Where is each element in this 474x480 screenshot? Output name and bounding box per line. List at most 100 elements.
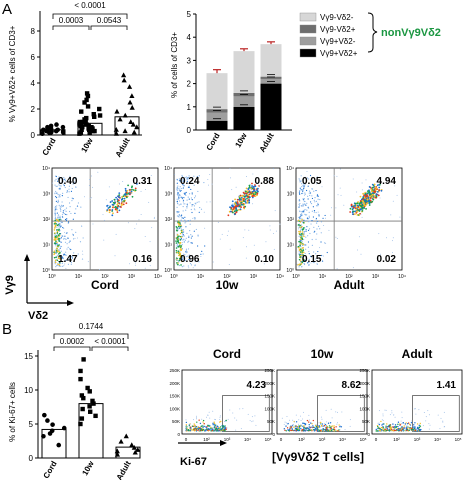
panelB-scatter-data-point: [114, 451, 121, 457]
panelA-flow: 0.40 0.311.47 0.1610⁰10⁰10¹10¹10²10²10³10³…: [42, 166, 406, 292]
panelA-scatter-data-point: [41, 127, 46, 133]
panelA-stacked-segment-adult: [260, 83, 282, 130]
flow-gate: [412, 395, 460, 432]
panelA-scatter-data-point: [127, 99, 133, 105]
panelA-scatter-xlabel-adult: Adult: [114, 136, 132, 158]
panelB-scatter-data-point: [87, 389, 92, 394]
panelB-scatter-data-point: [61, 425, 67, 431]
panelA-scatter-data-point: [97, 106, 102, 112]
panelA-scatter-ylabel: % Vγ9+Vδ2+ cells of CD3+: [8, 25, 17, 122]
flow-events: [51, 171, 155, 271]
flow-xtick-label: 10⁵: [360, 437, 367, 442]
panelA-stacked-segment-cord: [206, 73, 228, 110]
flow-ytick-label: 200K: [169, 381, 180, 386]
panelA-scatter-data-point: [48, 123, 54, 129]
panelA-legend-label: Vγ9-Vδ2+: [320, 25, 356, 34]
flow-ytick-label: 10⁰: [286, 268, 294, 274]
flow-xtick-label: 0: [280, 437, 283, 442]
panelB-scatter-data-point: [81, 395, 86, 401]
panelB-scatter-ytick-label: 10: [24, 386, 33, 395]
flow-xtick-label: 10²: [393, 437, 400, 442]
panelA-group-label: nonVγ9Vδ2: [381, 27, 441, 39]
flow-gate: [317, 395, 365, 432]
panelB-flow-plot-adult: Adult 1.41 250K 200K 150K 100K 50K 00 10² 10³ 10⁴ 1…: [359, 347, 463, 442]
flow-xtick-label: 10²: [223, 274, 231, 280]
flow-xtick-label: 10³: [414, 437, 421, 442]
panelA-stacked-xlabel-cord: Cord: [205, 131, 222, 152]
panelA-scatter-data-point: [113, 127, 119, 132]
panelB-scatter-ylabel: % of Ki-67+ cells: [8, 382, 17, 442]
flow-ytick-label: 0: [272, 432, 275, 437]
flow-ytick-label: 50K: [267, 419, 275, 424]
panelB-flow-value: 8.62: [342, 380, 362, 391]
flow-xtick-label: 10⁴: [154, 274, 162, 280]
panelB-scatter-data-point: [78, 368, 83, 374]
panelA-scatter-data-point: [84, 115, 89, 121]
flow-ytick-label: 150K: [264, 394, 275, 399]
flow-xtick-label: 10³: [319, 437, 326, 442]
panelB-scatter-ytick-label: 15: [24, 352, 33, 361]
flow-ytick-label: 150K: [359, 394, 370, 399]
panelA-stacked-ytick-label: 2: [187, 80, 192, 89]
panelB-scatter-data-point: [45, 418, 50, 423]
panelB-flow-caption: [Vγ9Vδ2 T cells]: [272, 450, 364, 464]
panelB-flow-xlabel: Ki-67: [180, 456, 207, 468]
panelB-scatter-data-point: [88, 409, 93, 414]
flow-quadrant-ul: 0.40: [58, 176, 78, 187]
flow-events: [281, 408, 351, 432]
panelB-scatter-data-point: [129, 442, 135, 448]
panelA-stacked-ytick-label: 3: [187, 56, 192, 65]
panelB-scatter-xlabel-10w: 10w: [80, 459, 96, 477]
panelA-flow-ylabel: Vγ9: [4, 275, 16, 295]
flow-ytick-label: 200K: [359, 381, 370, 386]
panelA-scatter-data-point: [85, 93, 91, 99]
flow-quadrant-ur: 4.94: [377, 176, 397, 187]
panelB-flow-value: 1.41: [437, 380, 457, 391]
flow-ytick-label: 10³: [43, 192, 51, 198]
panelA-scatter-data-point: [83, 121, 88, 126]
panelA-scatter-data-point: [128, 119, 134, 124]
panelA-scatter-data-point: [131, 129, 137, 135]
panelA-scatter-data-point: [80, 119, 85, 125]
flow-events: [174, 168, 281, 269]
panelA-scatter-data-point: [82, 100, 87, 105]
flow-events: [375, 408, 446, 432]
flow-ytick-label: 50K: [362, 419, 370, 424]
flow-quadrant-ll: 0.96: [180, 254, 200, 265]
panelA-scatter-ytick-label: 4: [31, 79, 36, 88]
flow-ytick-label: 10⁴: [286, 166, 294, 172]
panelB-scatter-data-point: [131, 445, 137, 450]
panelB-scatter-mean-bar-cord: [41, 428, 67, 459]
flow-xtick-label: 10³: [250, 274, 258, 280]
flow-quadrant-ul: 0.24: [180, 176, 200, 187]
flow-ytick-label: 10⁰: [42, 268, 50, 274]
panelA-scatter-data-point: [78, 130, 84, 135]
panelA-pval-top: < 0.0001: [74, 1, 106, 10]
flow-ytick-label: 10⁴: [164, 166, 172, 172]
panelB-scatter-data-point: [56, 442, 62, 448]
flow-ytick-label: 250K: [169, 368, 180, 373]
panelB-scatter-data-point: [90, 398, 95, 404]
panelB-scatter-data-point: [79, 393, 85, 398]
panelA-stacked-ylabel: % of cells of CD3+: [170, 32, 179, 98]
panelA-scatter-data-point: [79, 127, 84, 132]
panelB-scatter-data-point: [41, 433, 46, 439]
panelA-flow-title-10w: 10w: [216, 278, 239, 292]
panelA-scatter-data-point: [60, 124, 66, 130]
panelA-stacked-ytick-label: 5: [187, 10, 192, 19]
panelA-scatter-data-point: [129, 104, 135, 110]
flow-quadrant-lr: 0.10: [255, 254, 275, 265]
flow-ytick-label: 150K: [169, 394, 180, 399]
panelA-scatter-data-point: [60, 130, 66, 135]
panelA-scatter-data-point: [130, 121, 136, 127]
panelB-scatter-data-point: [49, 428, 55, 434]
panelA-scatter-data-point: [121, 72, 127, 78]
panelA-scatter-data-point: [121, 77, 127, 83]
panelB-scatter-data-point: [85, 385, 90, 391]
panelA-scatter-xlabel-10w: 10w: [79, 136, 95, 154]
panelB-scatter-xlabel-adult: Adult: [115, 459, 133, 480]
flow-quadrant-ur: 0.88: [255, 176, 275, 187]
flow-ytick-label: 100K: [169, 406, 180, 411]
panelA-scatter-data-point: [117, 116, 123, 122]
